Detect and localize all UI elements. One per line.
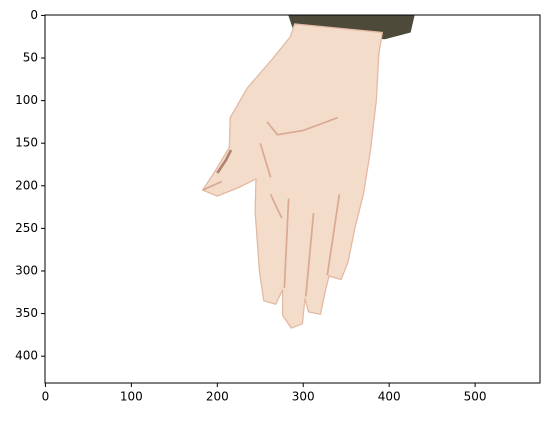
y-tick-label: 50 (23, 51, 38, 65)
y-tick-label: 250 (15, 221, 38, 235)
x-tick-label: 300 (292, 390, 315, 404)
y-tick-label: 100 (15, 93, 38, 107)
y-tick-label: 300 (15, 263, 38, 277)
hand-creases (202, 116, 341, 297)
y-tick-label: 200 (15, 178, 38, 192)
y-tick-label: 0 (30, 8, 38, 22)
axes-frame (44, 14, 541, 384)
y-tick-label: 150 (15, 136, 38, 150)
x-tick-label: 100 (120, 390, 143, 404)
image (201, 15, 415, 329)
hand (201, 23, 384, 329)
y-tick-label: 400 (15, 349, 38, 363)
hand-photo (201, 15, 415, 329)
x-tick-label: 0 (42, 390, 50, 404)
y-tick-label: 350 (15, 306, 38, 320)
x-tick-label: 500 (464, 390, 487, 404)
x-tick-label: 200 (206, 390, 229, 404)
x-tick-label: 400 (378, 390, 401, 404)
thumb-nail (216, 149, 233, 174)
